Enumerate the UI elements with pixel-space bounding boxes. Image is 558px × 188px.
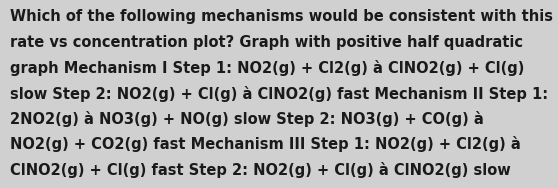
Text: Which of the following mechanisms would be consistent with this: Which of the following mechanisms would … xyxy=(10,9,553,24)
Text: slow Step 2: NO2(g) + Cl(g) à ClNO2(g) fast Mechanism II Step 1:: slow Step 2: NO2(g) + Cl(g) à ClNO2(g) f… xyxy=(10,86,548,102)
Text: ClNO2(g) + Cl(g) fast Step 2: NO2(g) + Cl(g) à ClNO2(g) slow: ClNO2(g) + Cl(g) fast Step 2: NO2(g) + C… xyxy=(10,162,511,178)
Text: 2NO2(g) à NO3(g) + NO(g) slow Step 2: NO3(g) + CO(g) à: 2NO2(g) à NO3(g) + NO(g) slow Step 2: NO… xyxy=(10,111,484,127)
Text: graph Mechanism I Step 1: NO2(g) + Cl2(g) à ClNO2(g) + Cl(g): graph Mechanism I Step 1: NO2(g) + Cl2(g… xyxy=(10,60,525,76)
Text: NO2(g) + CO2(g) fast Mechanism III Step 1: NO2(g) + Cl2(g) à: NO2(g) + CO2(g) fast Mechanism III Step … xyxy=(10,136,521,152)
Text: rate vs concentration plot? Graph with positive half quadratic: rate vs concentration plot? Graph with p… xyxy=(10,35,523,50)
